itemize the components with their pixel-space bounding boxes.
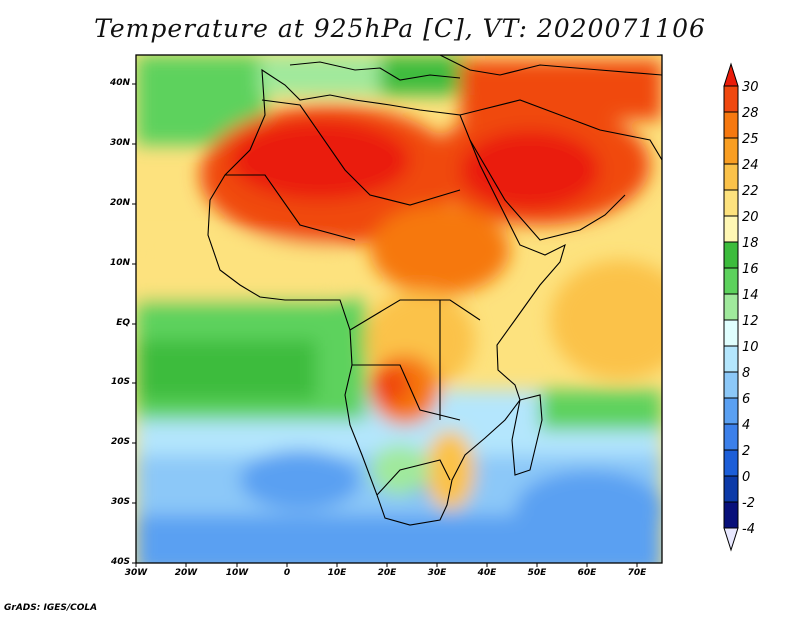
lon-label-30w: 30W — [124, 568, 148, 578]
temperature-field — [136, 55, 662, 563]
colorbar-segment — [723, 215, 739, 243]
colorbar-label: 18 — [742, 236, 759, 251]
colorbar-label: -4 — [742, 522, 755, 537]
lat-label-40n: 40N — [109, 78, 130, 88]
colorbar-segment — [723, 85, 739, 113]
grads-credit: GrADS: IGES/COLA — [4, 603, 98, 613]
lon-label-60e: 60E — [577, 568, 597, 578]
colorbar-label: 2 — [742, 444, 751, 459]
lon-label-30e: 30E — [427, 568, 447, 578]
lon-label-10e: 10E — [327, 568, 347, 578]
map-frame — [135, 54, 663, 564]
lon-label-20w: 20W — [174, 568, 198, 578]
lon-label-50e: 50E — [527, 568, 547, 578]
map-title: Temperature at 925hPa [C], VT: 202007110… — [94, 14, 706, 43]
lat-label-40s: 40S — [110, 557, 130, 567]
colorbar-label: 4 — [742, 418, 751, 433]
colorbar-label: 22 — [742, 184, 759, 199]
colorbar-label: 0 — [742, 470, 751, 485]
colorbar-segment — [723, 189, 739, 217]
colorbar-label: 10 — [742, 340, 759, 355]
lat-label-20n: 20N — [109, 198, 130, 208]
colorbar-segment — [723, 137, 739, 165]
colorbar-label: -2 — [742, 496, 755, 511]
colorbar-label: 28 — [742, 106, 759, 121]
colorbar-segment — [723, 293, 739, 321]
colorbar-segment — [723, 397, 739, 425]
colorbar-label: 12 — [742, 314, 759, 329]
axis-ticks — [132, 83, 638, 567]
lon-label-70e: 70E — [627, 568, 647, 578]
lat-label-20s: 20S — [110, 437, 130, 447]
lat-label-30s: 30S — [110, 497, 130, 507]
lat-label-eq: EQ — [116, 318, 130, 328]
colorbar-segment — [723, 267, 739, 295]
colorbar-bottom-arrow — [723, 527, 739, 552]
colorbar-top-arrow — [723, 62, 739, 87]
colorbar-segment — [723, 241, 739, 269]
colorbar-segment — [723, 501, 739, 529]
lon-label-10w: 10W — [225, 568, 249, 578]
colorbar-label: 25 — [742, 132, 759, 147]
colorbar-segment — [723, 111, 739, 139]
colorbar-segment — [723, 475, 739, 503]
colorbar-segment — [723, 163, 739, 191]
lat-label-30n: 30N — [109, 138, 130, 148]
colorbar-label: 8 — [742, 366, 751, 381]
lat-label-10n: 10N — [109, 258, 130, 268]
colorbar-segment — [723, 319, 739, 347]
colorbar-segment — [723, 371, 739, 399]
colorbar-label: 16 — [742, 262, 759, 277]
lon-label-40e: 40E — [477, 568, 497, 578]
colorbar-label: 6 — [742, 392, 751, 407]
colorbar-label: 30 — [742, 80, 759, 95]
colorbar-label: 14 — [742, 288, 759, 303]
colorbar-label: 24 — [742, 158, 759, 173]
colorbar-label: 20 — [742, 210, 759, 225]
coastlines — [207, 55, 662, 526]
colorbar-segment — [723, 423, 739, 451]
colorbar — [723, 62, 739, 552]
colorbar-segment — [723, 449, 739, 477]
lat-label-10s: 10S — [110, 377, 130, 387]
lon-label-20e: 20E — [377, 568, 397, 578]
colorbar-segment — [723, 345, 739, 373]
lon-label-0: 0 — [283, 568, 291, 578]
